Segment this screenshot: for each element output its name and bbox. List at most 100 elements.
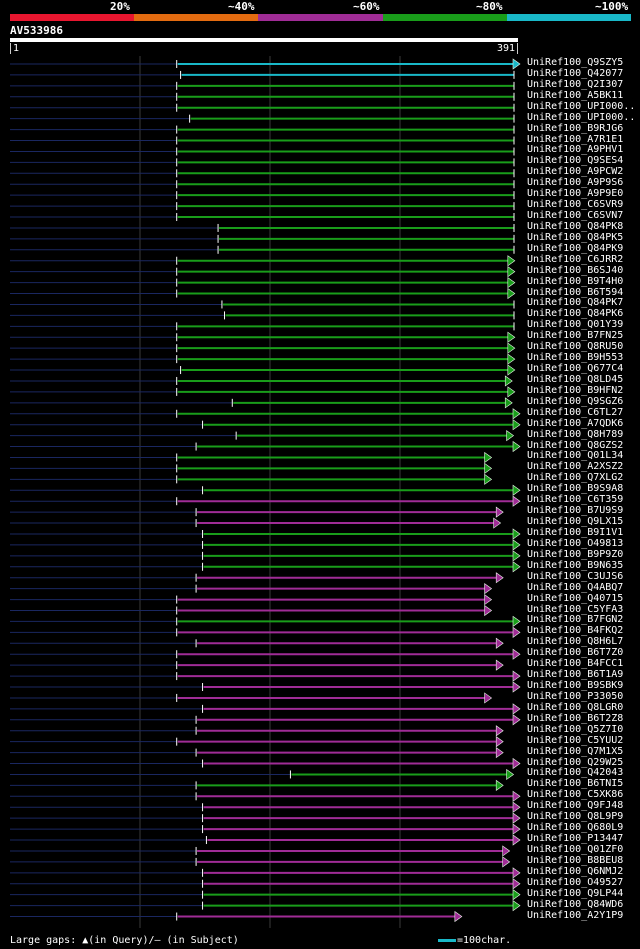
hit-label[interactable]: UniRef100_B6TNI5 bbox=[527, 778, 624, 790]
hit-label[interactable]: UniRef100_A5BK11 bbox=[527, 89, 624, 101]
hit-label[interactable]: UniRef100_Q01ZF0 bbox=[527, 843, 624, 855]
hit-arrow bbox=[495, 506, 504, 518]
hit-label[interactable]: UniRef100_Q01L34 bbox=[527, 450, 624, 462]
hit-label[interactable]: UniRef100_A7QDK6 bbox=[527, 417, 624, 429]
hit-label[interactable]: UniRef100_B9P9Z0 bbox=[527, 548, 624, 560]
hit-label[interactable]: UniRef100_A9P9S6 bbox=[527, 177, 624, 189]
hit-label[interactable]: UniRef100_B6T594 bbox=[527, 286, 624, 298]
hit-label[interactable]: UniRef100_C3UJS6 bbox=[527, 570, 624, 582]
hit-label[interactable]: UniRef100_Q8H789 bbox=[527, 428, 624, 440]
hit-label[interactable]: UniRef100_Q84PK7 bbox=[527, 297, 624, 309]
hit-arrow bbox=[512, 408, 521, 420]
hit-arrow bbox=[507, 386, 516, 398]
hit-label[interactable]: UniRef100_B6T1A9 bbox=[527, 669, 624, 681]
hit-label[interactable]: UniRef100_C6TL27 bbox=[527, 406, 624, 418]
query-name: AV533986 bbox=[10, 24, 63, 37]
hit-label[interactable]: UniRef100_Q8LD45 bbox=[527, 373, 624, 385]
hit-label[interactable]: UniRef100_Q29W25 bbox=[527, 756, 624, 768]
hit-label[interactable]: UniRef100_C5YUU2 bbox=[527, 734, 624, 746]
hit-label[interactable]: UniRef100_A9PCW2 bbox=[527, 166, 624, 178]
hit-arrow bbox=[502, 845, 511, 857]
hit-label[interactable]: UniRef100_B8BEU8 bbox=[527, 854, 624, 866]
hit-label[interactable]: UniRef100_Q8H6L7 bbox=[527, 636, 624, 648]
hit-label[interactable]: UniRef100_O49527 bbox=[527, 876, 624, 888]
hit-label[interactable]: UniRef100_Q8RU50 bbox=[527, 341, 624, 353]
hit-arrow bbox=[507, 277, 516, 289]
hit-label[interactable]: UniRef100_B9I1V1 bbox=[527, 526, 624, 538]
hit-label[interactable]: UniRef100_C6SVR9 bbox=[527, 199, 624, 211]
hit-label[interactable]: UniRef100_Q9LP44 bbox=[527, 887, 624, 899]
hit-label[interactable]: UniRef100_Q84PK5 bbox=[527, 231, 624, 243]
hit-arrow bbox=[512, 419, 521, 431]
hit-label[interactable]: UniRef100_Q42077 bbox=[527, 67, 624, 79]
hit-label[interactable]: UniRef100_B9S9A8 bbox=[527, 483, 624, 495]
hit-label[interactable]: UniRef100_B9HFN2 bbox=[527, 384, 624, 396]
hit-label[interactable]: UniRef100_Q9SZY5 bbox=[527, 57, 624, 68]
hit-label[interactable]: UniRef100_Q40715 bbox=[527, 592, 624, 604]
hit-label[interactable]: UniRef100_B6T2Z8 bbox=[527, 712, 624, 724]
hit-label[interactable]: UniRef100_Q42043 bbox=[527, 767, 624, 779]
hit-label[interactable]: UniRef100_B9H553 bbox=[527, 352, 624, 364]
hit-label[interactable]: UniRef100_Q9FJ48 bbox=[527, 800, 624, 812]
hit-label[interactable]: UniRef100_B6SJ40 bbox=[527, 264, 624, 276]
hit-label[interactable]: UniRef100_Q8GZS2 bbox=[527, 439, 624, 451]
hit-label[interactable]: UniRef100_C5YFA3 bbox=[527, 603, 624, 615]
hit-arrow bbox=[507, 342, 516, 354]
hit-label[interactable]: UniRef100_Q7XLG2 bbox=[527, 472, 624, 484]
hit-arrow bbox=[512, 889, 521, 901]
hit-label[interactable]: UniRef100_Q8L9P9 bbox=[527, 811, 624, 823]
hit-arrow bbox=[495, 637, 504, 649]
hit-label[interactable]: UniRef100_B9SBK9 bbox=[527, 680, 624, 691]
hit-arrow bbox=[512, 670, 521, 682]
hit-label[interactable]: UniRef100_B7U9S9 bbox=[527, 505, 624, 517]
hit-label[interactable]: UniRef100_Q84PK6 bbox=[527, 308, 624, 320]
hit-label[interactable]: UniRef100_P13447 bbox=[527, 833, 624, 845]
hit-label[interactable]: UniRef100_A7R1E1 bbox=[527, 133, 624, 145]
hit-arrow bbox=[507, 255, 516, 267]
hit-label[interactable]: UniRef100_Q8LGR0 bbox=[527, 701, 624, 713]
hit-label[interactable]: UniRef100_B7FN25 bbox=[527, 330, 624, 342]
hit-label[interactable]: UniRef100_Q84WD6 bbox=[527, 898, 624, 910]
hit-label[interactable]: UniRef100_C6T359 bbox=[527, 494, 624, 506]
hit-label[interactable]: UniRef100_Q84PK9 bbox=[527, 242, 624, 254]
hit-label[interactable]: UniRef100_C5XK86 bbox=[527, 789, 624, 801]
hit-label[interactable]: UniRef100_A2XSZ2 bbox=[527, 461, 624, 473]
hit-label[interactable]: UniRef100_B4FKQ2 bbox=[527, 625, 624, 637]
hit-arrow bbox=[495, 659, 504, 671]
hit-label[interactable]: UniRef100_Q680L9 bbox=[527, 822, 624, 834]
scale-label: =100char. bbox=[457, 935, 512, 946]
hit-label[interactable]: UniRef100_Q7M1X5 bbox=[527, 745, 624, 757]
hit-label[interactable]: UniRef100_B9T4H0 bbox=[527, 275, 624, 287]
hit-label[interactable]: UniRef100_Q9SGZ6 bbox=[527, 395, 624, 407]
hit-label[interactable]: UniRef100_O49813 bbox=[527, 537, 624, 549]
hit-label[interactable]: UniRef100_B4FCC1 bbox=[527, 658, 624, 670]
hit-arrow bbox=[512, 812, 521, 824]
hit-label[interactable]: UniRef100_Q677C4 bbox=[527, 363, 624, 375]
hit-label[interactable]: UniRef100_A9PHV1 bbox=[527, 144, 624, 156]
legend-color-bar bbox=[506, 14, 631, 21]
hit-label[interactable]: UniRef100_Q5Z7I0 bbox=[527, 723, 624, 735]
hit-arrow bbox=[484, 593, 493, 606]
hit-arrow bbox=[495, 725, 504, 737]
hit-arrow bbox=[512, 714, 521, 726]
hit-label[interactable]: UniRef100_Q4ABQ7 bbox=[527, 581, 624, 593]
hit-label[interactable]: UniRef100_C6JRR2 bbox=[527, 253, 624, 265]
hit-label[interactable]: UniRef100_Q84PK8 bbox=[527, 220, 624, 232]
hit-label[interactable]: UniRef100_Q9SES4 bbox=[527, 155, 624, 167]
hit-label[interactable]: UniRef100_B9N635 bbox=[527, 559, 624, 571]
hit-label[interactable]: UniRef100_Q9LX15 bbox=[527, 516, 624, 528]
hit-label[interactable]: UniRef100_B9RJG6 bbox=[527, 122, 624, 134]
hit-label[interactable]: UniRef100_Q6NMJ2 bbox=[527, 865, 624, 877]
hit-label[interactable]: UniRef100_C6SVN7 bbox=[527, 210, 624, 222]
hit-label[interactable]: UniRef100_UPI000.. bbox=[527, 100, 636, 112]
hit-label[interactable]: UniRef100_P33050 bbox=[527, 690, 624, 702]
hit-label[interactable]: UniRef100_A2Y1P9 bbox=[527, 909, 624, 921]
hit-arrow bbox=[512, 790, 521, 802]
hit-label[interactable]: UniRef100_A9P9E0 bbox=[527, 188, 624, 200]
hit-label[interactable]: UniRef100_UPI000.. bbox=[527, 111, 636, 123]
hit-label[interactable]: UniRef100_B6T7Z0 bbox=[527, 647, 624, 659]
hit-arrow bbox=[512, 495, 521, 507]
hit-label[interactable]: UniRef100_Q2I307 bbox=[527, 78, 624, 90]
hit-label[interactable]: UniRef100_Q01Y39 bbox=[527, 319, 624, 331]
hit-label[interactable]: UniRef100_B7FGN2 bbox=[527, 614, 624, 626]
